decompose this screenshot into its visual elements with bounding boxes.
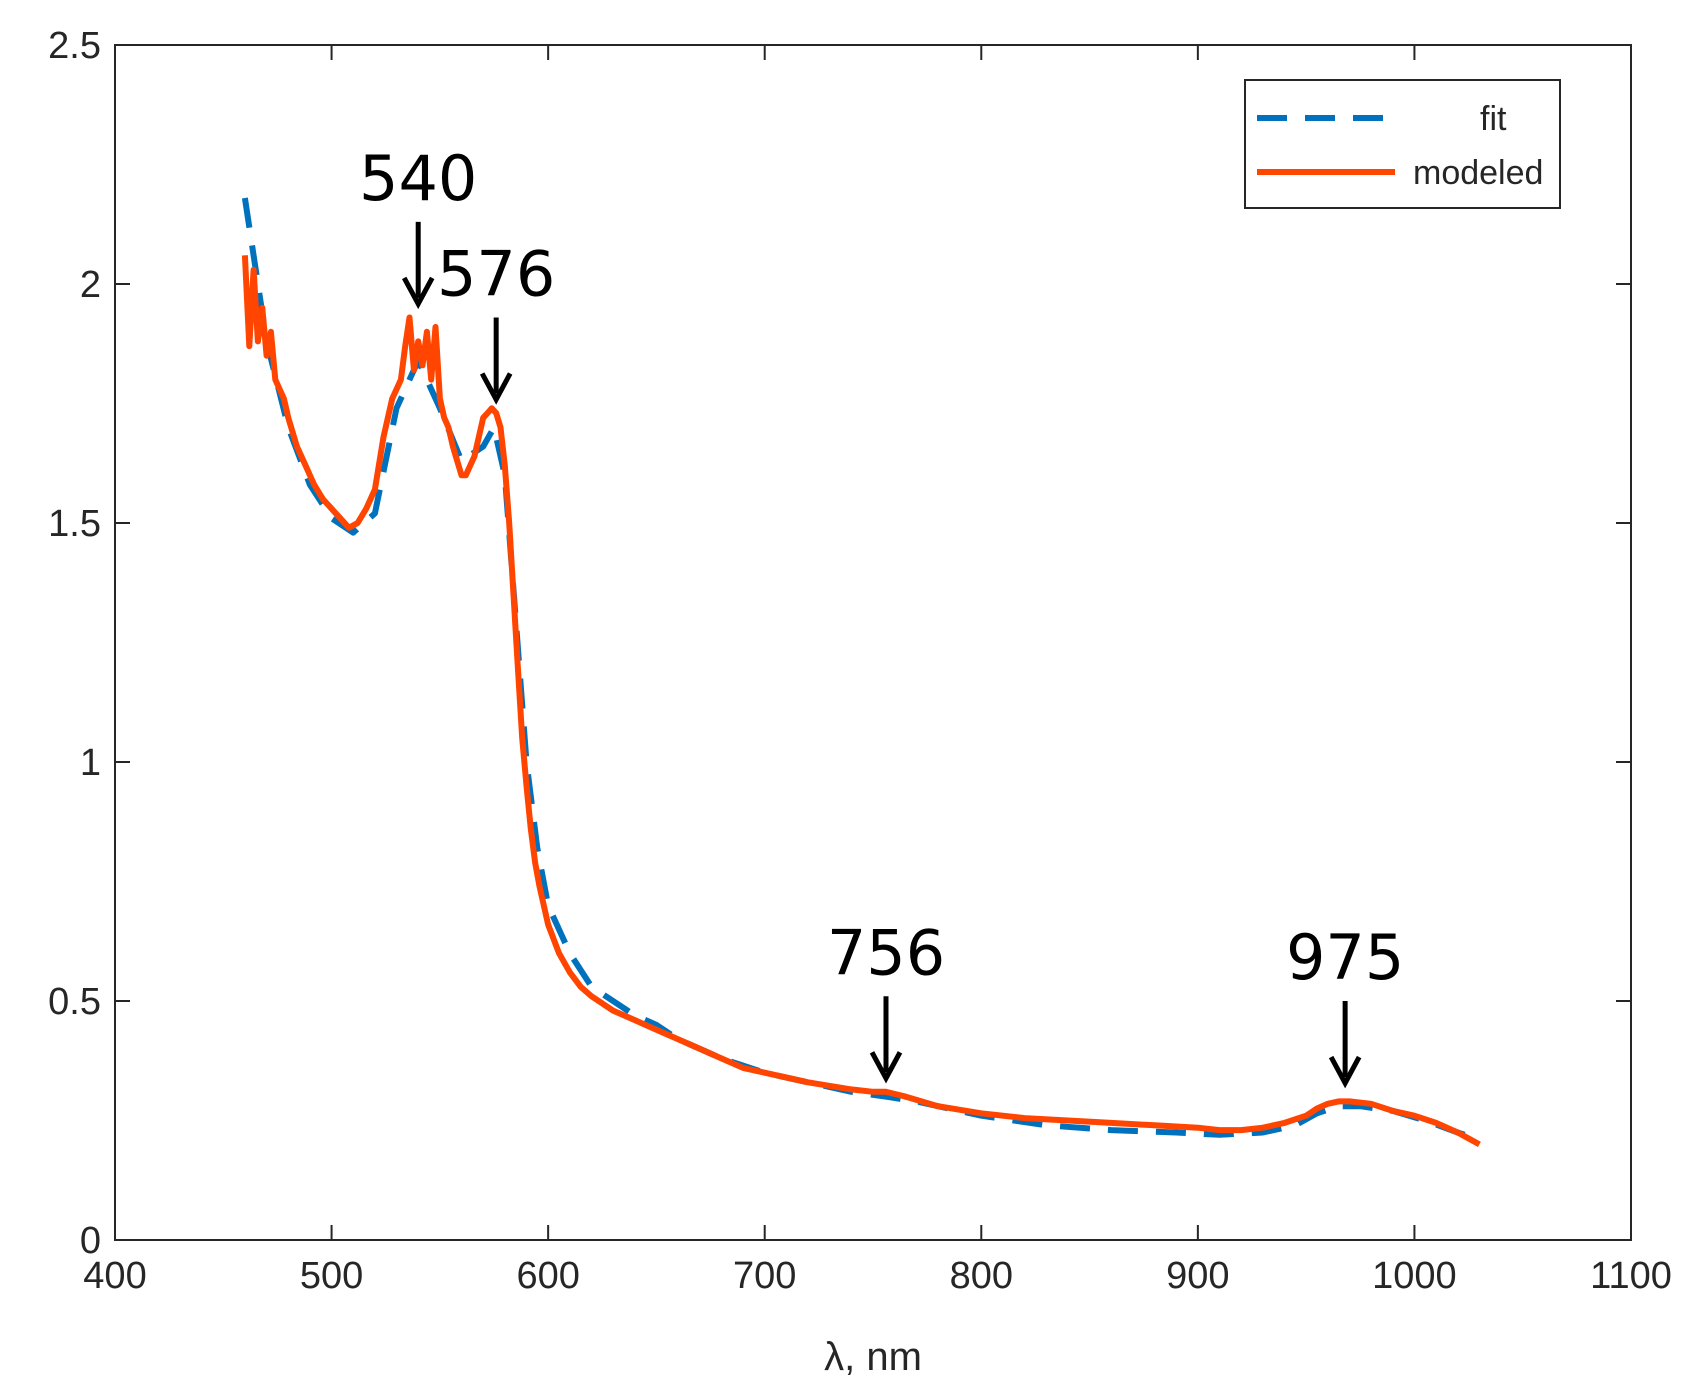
x-tick-label: 600 [516,1255,579,1297]
x-tick-label: 700 [733,1255,796,1297]
series-layer [241,197,1481,1148]
y-tick-label: 1.5 [48,503,101,545]
y-tick-label: 1 [80,742,101,784]
peak-annotation-975: 975 [1286,921,1404,1089]
annotation-label: 540 [359,142,477,215]
y-tick-label: 2.5 [48,25,101,67]
annotation-arrow-head [1328,1055,1362,1089]
legend-label-modeled: modeled [1413,154,1543,192]
x-tick-label: 1000 [1372,1255,1457,1297]
annotation-label: 576 [437,238,555,311]
annotation-label: 756 [827,916,945,989]
plot-area [115,45,1631,1240]
axis-layer: 400 500 600 700 800 900 1000 1100 0 0.5 1 1.5 2 2.5 [48,25,1672,1297]
x-axis-label: λ, nm [824,1335,922,1379]
legend: fit modeled [1244,79,1561,209]
series-line-fit [241,197,1481,1143]
y-tick-label: 2 [80,264,101,306]
x-tick-label: 800 [950,1255,1013,1297]
peak-annotation-540: 540 [359,142,477,310]
annotation-arrow-head [401,276,435,310]
series-line-modeled [241,255,1481,1148]
y-tick-label: 0 [80,1220,101,1262]
legend-label-fit: fit [1480,100,1507,138]
annotation-arrow-head [479,372,513,405]
y-tick-label: 0.5 [48,981,101,1023]
annotation-arrow-head [869,1051,903,1084]
x-tick-label: 500 [300,1255,363,1297]
peak-annotation-576: 576 [437,238,555,405]
annotation-label: 975 [1286,921,1404,994]
x-tick-label: 400 [83,1255,146,1297]
annotation-layer: 540 576 756 975 [359,142,1404,1089]
peak-annotation-756: 756 [827,916,945,1084]
axes-box [114,44,1632,1241]
legend-box [1244,79,1561,209]
x-tick-label: 1100 [1590,1255,1672,1297]
x-tick-label: 900 [1166,1255,1229,1297]
